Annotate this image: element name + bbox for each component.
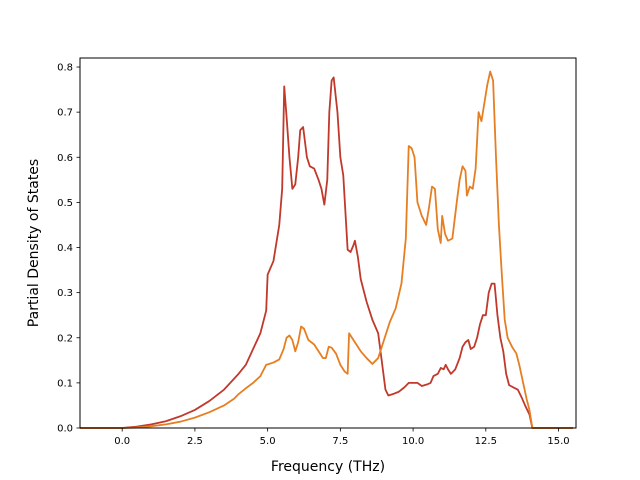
plot-area: [80, 58, 576, 428]
x-tick-label: 15.0: [547, 436, 569, 447]
y-axis-ticks: 0.0 0.1 0.2 0.3 0.4 0.5 0.6 0.7 0.8: [57, 63, 80, 435]
y-tick-label: 0.2: [57, 333, 73, 344]
y-tick-label: 0.3: [57, 288, 73, 299]
y-tick-label: 0.7: [57, 108, 73, 119]
y-tick-label: 0.8: [57, 63, 73, 74]
x-axis-label: Frequency (THz): [271, 459, 385, 475]
x-axis-ticks: 0.0 2.5 5.0 7.5 10.0 12.5 15.0: [114, 428, 570, 447]
x-tick-label: 5.0: [260, 436, 276, 447]
x-tick-label: 0.0: [114, 436, 130, 447]
series-line-2: [80, 70, 574, 429]
x-tick-label: 7.5: [332, 436, 348, 447]
x-tick-label: 2.5: [187, 436, 203, 447]
y-tick-label: 0.4: [57, 243, 73, 254]
y-tick-label: 0.1: [57, 378, 73, 389]
y-tick-label: 0.6: [57, 153, 73, 164]
series-line-1: [80, 76, 574, 429]
plot-frame: [79, 57, 577, 429]
x-tick-label: 12.5: [475, 436, 497, 447]
y-tick-label: 0.5: [57, 198, 73, 209]
x-tick-label: 10.0: [402, 436, 424, 447]
y-axis-label: Partial Density of States: [26, 159, 42, 327]
y-tick-label: 0.0: [57, 424, 73, 435]
series-layer: [80, 70, 574, 429]
